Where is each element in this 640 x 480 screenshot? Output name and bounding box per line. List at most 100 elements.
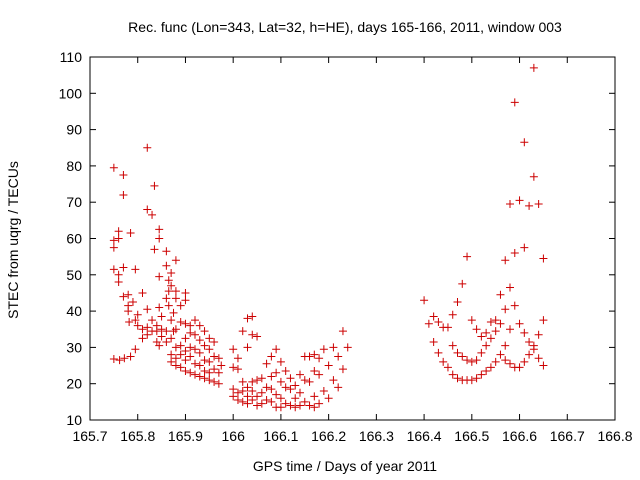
y-axis: 10 20 30 40 50 60 70 80 90 100 110 xyxy=(59,49,615,428)
data-point xyxy=(214,354,223,363)
data-point xyxy=(109,163,118,172)
data-point xyxy=(229,385,238,394)
data-point xyxy=(453,298,462,307)
data-point xyxy=(157,332,166,341)
data-point xyxy=(486,317,495,326)
y-tick-label: 110 xyxy=(60,49,83,65)
data-point xyxy=(248,312,257,321)
data-point xyxy=(171,354,180,363)
data-point xyxy=(191,330,199,339)
data-point xyxy=(281,366,290,375)
data-point xyxy=(272,345,281,354)
data-point xyxy=(319,386,328,395)
data-point xyxy=(257,388,266,397)
data-point xyxy=(482,366,491,375)
data-point xyxy=(191,316,199,325)
data-point xyxy=(448,310,457,319)
data-point xyxy=(162,327,171,336)
data-point xyxy=(525,350,534,359)
data-point xyxy=(248,396,257,405)
data-point xyxy=(305,401,314,410)
data-point xyxy=(534,330,543,339)
data-point xyxy=(296,401,304,410)
y-tick-label: 10 xyxy=(66,412,82,428)
data-point xyxy=(334,383,343,392)
data-point xyxy=(186,368,195,377)
data-point xyxy=(109,355,118,364)
data-point xyxy=(126,229,135,238)
data-point xyxy=(429,337,438,346)
data-point xyxy=(229,392,238,401)
data-point xyxy=(114,270,123,279)
x-tick-label: 166.1 xyxy=(263,428,298,444)
data-point xyxy=(126,352,135,361)
data-point xyxy=(186,321,195,330)
data-point xyxy=(429,312,438,321)
data-point xyxy=(169,308,178,317)
data-point xyxy=(114,227,123,236)
data-point xyxy=(529,172,538,181)
data-point xyxy=(525,201,534,210)
data-point xyxy=(257,374,266,383)
data-point xyxy=(253,376,262,385)
data-point xyxy=(210,337,219,346)
data-point xyxy=(162,261,171,270)
x-tick-label: 166.2 xyxy=(311,428,346,444)
data-point xyxy=(119,292,128,301)
data-point xyxy=(229,363,238,372)
data-point xyxy=(291,403,300,412)
data-point xyxy=(477,348,486,357)
data-point xyxy=(305,352,314,361)
data-point xyxy=(482,328,491,337)
data-point xyxy=(128,298,137,307)
data-point xyxy=(176,301,185,310)
data-point xyxy=(143,330,152,339)
data-point xyxy=(305,377,314,386)
y-tick-label: 50 xyxy=(66,267,82,283)
data-point xyxy=(171,287,180,296)
data-point xyxy=(205,357,214,366)
data-point xyxy=(155,341,164,350)
data-point xyxy=(443,323,452,332)
data-point xyxy=(267,397,276,406)
data-point xyxy=(138,334,147,343)
data-point xyxy=(133,310,142,319)
data-point xyxy=(186,343,195,352)
data-point xyxy=(472,356,481,365)
data-point xyxy=(291,381,300,390)
data-point xyxy=(510,301,519,310)
data-point xyxy=(248,386,257,395)
data-point xyxy=(157,325,166,334)
data-point xyxy=(171,361,180,370)
data-point xyxy=(167,268,176,277)
data-point xyxy=(167,334,176,343)
data-point xyxy=(472,325,481,334)
data-point xyxy=(181,288,190,297)
data-point xyxy=(200,366,209,375)
data-point xyxy=(310,366,319,375)
data-point xyxy=(233,365,242,374)
data-point xyxy=(205,334,214,343)
y-tick-label: 70 xyxy=(66,194,82,210)
data-point xyxy=(200,341,209,350)
data-point xyxy=(243,314,252,323)
data-point xyxy=(176,350,185,359)
data-point xyxy=(434,348,443,357)
data-point xyxy=(238,397,247,406)
data-point xyxy=(338,365,347,374)
data-point xyxy=(133,321,142,330)
y-tick-label: 80 xyxy=(66,158,82,174)
data-point xyxy=(458,352,467,361)
x-tick-label: 165.7 xyxy=(72,428,107,444)
data-point xyxy=(200,356,209,365)
data-point xyxy=(482,341,491,350)
data-point xyxy=(157,312,166,321)
data-point xyxy=(195,372,204,381)
y-tick-label: 20 xyxy=(66,376,82,392)
data-point xyxy=(463,252,472,261)
data-point xyxy=(520,243,529,252)
data-point xyxy=(186,352,195,361)
data-point xyxy=(181,319,190,328)
data-point xyxy=(434,317,443,326)
data-point xyxy=(176,341,185,350)
